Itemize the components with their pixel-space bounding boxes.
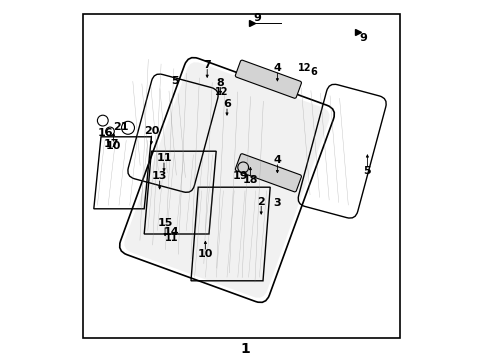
Text: 6: 6 [310,67,317,77]
Text: 19: 19 [233,171,248,181]
Text: 5: 5 [171,76,179,86]
Text: 17: 17 [104,139,120,149]
Text: 12: 12 [215,87,228,97]
Text: 10: 10 [197,249,213,259]
FancyBboxPatch shape [235,60,301,98]
Text: 11: 11 [165,233,178,243]
Text: 11: 11 [156,153,172,163]
Text: 3: 3 [273,198,281,208]
Text: 1: 1 [240,342,250,356]
Text: 6: 6 [223,99,231,109]
Text: 21: 21 [113,122,128,132]
Text: 10: 10 [106,141,122,151]
Text: 18: 18 [243,175,258,185]
Text: 9: 9 [254,13,262,23]
Text: 20: 20 [144,126,159,136]
Text: 5: 5 [364,166,371,176]
Text: 4: 4 [273,63,281,73]
FancyBboxPatch shape [235,154,301,192]
Text: 8: 8 [217,78,224,88]
Text: 12: 12 [297,63,311,73]
Text: 2: 2 [257,197,265,207]
Text: 15: 15 [157,218,173,228]
Text: 14: 14 [163,227,179,237]
Text: 4: 4 [273,155,281,165]
Text: 13: 13 [152,171,168,181]
Text: 16: 16 [98,128,113,138]
Text: 7: 7 [203,60,211,70]
Text: 9: 9 [360,33,368,43]
FancyBboxPatch shape [124,62,330,298]
